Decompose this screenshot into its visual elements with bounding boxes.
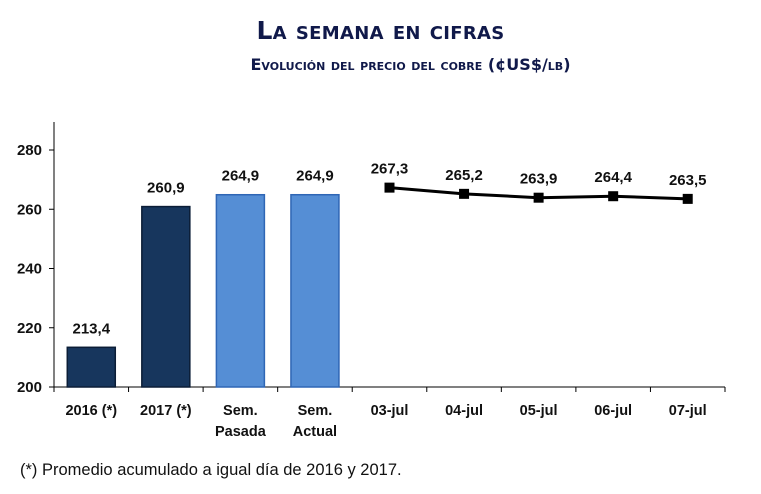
bar-data-label: 260,9 <box>147 180 185 197</box>
line-series <box>384 182 693 204</box>
line-data-label: 263,5 <box>669 172 707 189</box>
y-tick-label: 280 <box>17 142 42 159</box>
bar <box>290 193 340 388</box>
line-marker <box>459 188 470 199</box>
labels: 213,4 260,9 264,9 264,9 267,3 265,2 263,9 264,4… <box>73 161 707 338</box>
x-category-label: Actual <box>293 424 337 440</box>
x-category-label: 04-jul <box>445 403 483 419</box>
x-category-label: 07-jul <box>669 403 707 419</box>
line-marker <box>608 191 619 202</box>
bar <box>215 193 266 388</box>
x-category-label: 06-jul <box>594 403 632 419</box>
line-data-label: 267,3 <box>371 161 409 178</box>
bar-data-label: 213,4 <box>73 320 111 337</box>
line-marker <box>384 182 395 193</box>
line-marker <box>682 193 693 204</box>
chart-subtitle: Evolución del precio del cobre (¢US$/lb) <box>250 55 571 74</box>
axes: 200 220 240 260 280 2016 (*) 2017 (*) Sem. Pasad… <box>17 122 726 440</box>
line-data-label: 264,4 <box>594 169 632 186</box>
y-tick-label: 240 <box>17 261 42 278</box>
x-category-label: 05-jul <box>520 403 558 419</box>
x-category-label: Pasada <box>215 424 267 440</box>
chart-title: La semana en cifras <box>256 16 505 45</box>
line-marker <box>533 192 544 203</box>
x-category-label: Sem. <box>298 403 333 419</box>
x-category-label: 2016 (*) <box>65 403 117 419</box>
x-category-label: Sem. <box>223 403 258 419</box>
bar <box>66 346 117 388</box>
y-tick-label: 260 <box>17 201 42 218</box>
y-tick-label: 200 <box>17 379 42 396</box>
x-category-label: 03-jul <box>371 403 409 419</box>
bars <box>66 193 340 388</box>
x-category-label: 2017 (*) <box>140 403 192 419</box>
line-data-label: 265,2 <box>445 167 483 184</box>
bar <box>141 205 191 388</box>
bar-data-label: 264,9 <box>222 168 260 185</box>
line-data-label: 263,9 <box>520 171 558 188</box>
bar-data-label: 264,9 <box>296 168 334 185</box>
y-tick-label: 220 <box>17 320 42 337</box>
footnote: (*) Promedio acumulado a igual día de 20… <box>20 461 402 479</box>
